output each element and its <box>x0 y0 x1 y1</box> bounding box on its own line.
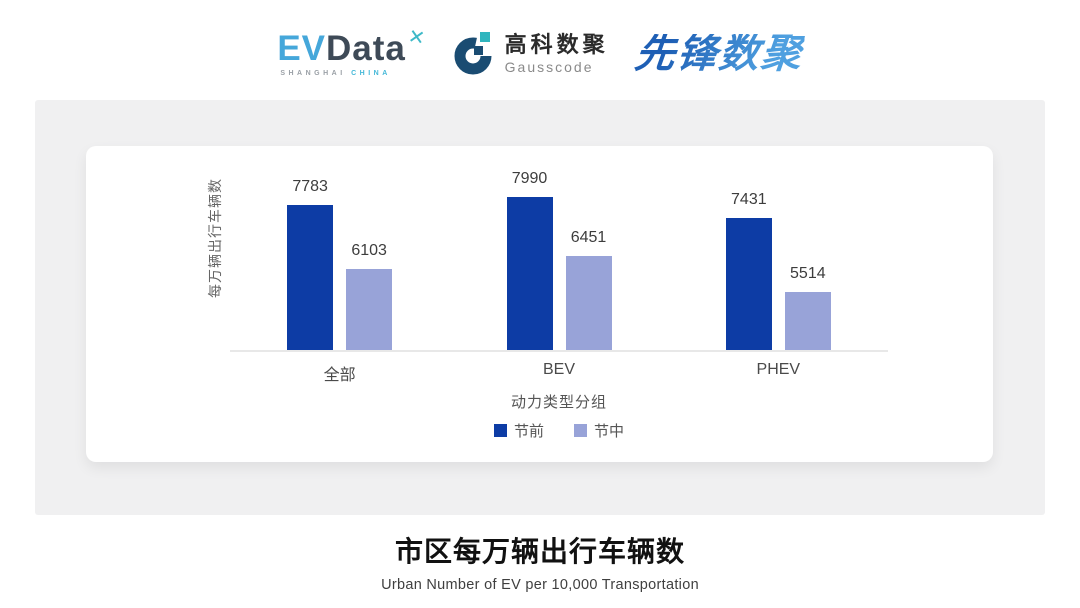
value-label-节中-全部: 6103 <box>351 242 387 259</box>
legend: 节前 节中 <box>230 420 888 441</box>
pioneer-logo: 先锋数聚 <box>632 32 805 76</box>
gausscode-logo: 高科数聚 Gausscode <box>450 31 609 77</box>
chart-panel: 每万辆出行车辆数 7783 6103 7990 6451 7431 5514 全部 BEV P… <box>35 100 1045 515</box>
evdata-china-text: CHINA <box>351 70 391 77</box>
gausscode-cn-text: 高科数聚 <box>504 32 609 58</box>
bar-节中-BEV <box>565 256 612 350</box>
evdata-x-star-icon: ✕ <box>406 25 428 51</box>
category-label-全部: 全部 <box>323 367 356 384</box>
legend-item-节中: 节中 <box>574 420 624 441</box>
legend-swatch-icon <box>574 424 587 437</box>
bar-节中-PHEV <box>784 292 831 350</box>
bar-节前-全部 <box>287 205 334 350</box>
bar-节前-BEV <box>506 197 553 350</box>
x-axis-title: 动力类型分组 <box>510 394 607 411</box>
category-label-BEV: BEV <box>542 361 575 378</box>
value-label-节前-BEV: 7990 <box>511 170 548 187</box>
chart-subtitle: Urban Number of EV per 10,000 Transporta… <box>381 577 699 593</box>
gausscode-text: 高科数聚 Gausscode <box>504 32 609 75</box>
evdata-wordmark: EVData✕ <box>277 26 427 68</box>
evdata-shanghai-text: SHANGHAI <box>280 70 346 77</box>
category-label-PHEV: PHEV <box>756 361 801 378</box>
evdata-ev-text: EV <box>277 29 327 68</box>
evdata-data-text: Data <box>326 29 406 68</box>
legend-label: 节前 <box>513 423 544 440</box>
bar-节中-全部 <box>346 269 393 350</box>
legend-label: 节中 <box>594 423 625 440</box>
footer: 市区每万辆出行车辆数 Urban Number of EV per 10,000… <box>0 530 1080 593</box>
value-label-节中-PHEV: 5514 <box>790 265 826 282</box>
bar-节前-PHEV <box>725 218 772 350</box>
gausscode-en-text: Gausscode <box>504 58 594 75</box>
value-label-节前-全部: 7783 <box>292 178 328 195</box>
plot-area: 7783 6103 7990 6451 7431 5514 <box>230 146 888 352</box>
gausscode-g-icon <box>454 32 492 75</box>
category-labels: 全部 BEV PHEV <box>230 361 888 384</box>
legend-swatch-icon <box>493 424 507 437</box>
value-label-节前-PHEV: 7431 <box>731 191 767 208</box>
chart-card: 每万辆出行车辆数 7783 6103 7990 6451 7431 5514 全部 BEV P… <box>86 146 993 462</box>
chart-title: 市区每万辆出行车辆数 <box>394 536 685 567</box>
x-axis-line <box>230 350 888 352</box>
evdata-logo: EVData✕ SHANGHAI CHINA <box>277 26 427 77</box>
logo-header: EVData✕ SHANGHAI CHINA 高科数聚 Gausscode 先锋… <box>0 18 1080 90</box>
evdata-subtext: SHANGHAI CHINA <box>280 70 390 77</box>
value-label-节中-BEV: 6451 <box>570 229 607 246</box>
legend-item-节前: 节前 <box>493 420 544 441</box>
